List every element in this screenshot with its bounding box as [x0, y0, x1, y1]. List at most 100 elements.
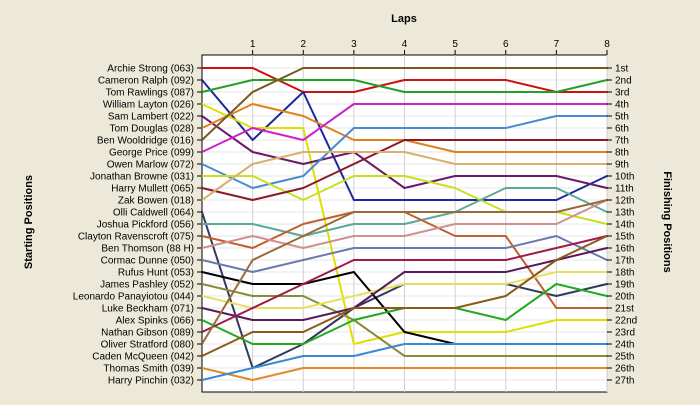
series-point [251, 223, 254, 225]
starting-position-label: George Price (099) [109, 148, 194, 159]
series-point [251, 103, 254, 105]
series-point [555, 211, 558, 213]
starting-position-label: Oliver Stratford (080) [101, 340, 194, 351]
series-point [555, 271, 558, 273]
finishing-position-label: 1st [615, 64, 629, 75]
starting-position-label: Cormac Dunne (050) [101, 256, 194, 267]
series-point [454, 211, 457, 213]
series-point [403, 331, 406, 333]
series-point [454, 151, 457, 153]
series-point [504, 331, 507, 333]
series-point [454, 163, 457, 165]
starting-position-label: Clayton Ravenscroft (075) [78, 232, 194, 243]
starting-position-label: William Layton (026) [103, 100, 194, 111]
series-point [504, 199, 507, 201]
series-point [352, 247, 355, 249]
series-point [555, 367, 558, 369]
series-point [555, 247, 558, 249]
starting-position-label: Tom Rawlings (087) [106, 88, 194, 99]
x-axis-ticks: 1 2 3 4 5 6 7 8 [250, 39, 610, 55]
series-point [454, 343, 457, 345]
series-point [454, 79, 457, 81]
finishing-position-label: 26th [615, 364, 634, 375]
finishing-position-label: 10th [615, 172, 634, 183]
series-point [504, 283, 507, 285]
series-point [504, 247, 507, 249]
series-point [504, 319, 507, 321]
series-point [454, 91, 457, 93]
series-point [555, 139, 558, 141]
series-point [454, 199, 457, 201]
series-point [504, 355, 507, 357]
finishing-position-label: 15th [615, 232, 634, 243]
series-point [302, 355, 305, 357]
series-point [454, 235, 457, 237]
x-tick-label: 1 [250, 39, 256, 50]
x-tick-label: 3 [351, 39, 357, 50]
series-point [504, 151, 507, 153]
series-point [504, 223, 507, 225]
series-point [403, 307, 406, 309]
series-point [302, 283, 305, 285]
series-point [352, 199, 355, 201]
series-point [454, 307, 457, 309]
finishing-position-label: 21st [615, 304, 634, 315]
series-point [555, 355, 558, 357]
finishing-position-label: 7th [615, 136, 629, 147]
finishing-position-label: 16th [615, 244, 634, 255]
starting-position-label: Rufus Hunt (053) [118, 268, 194, 279]
y-axis-left-title: Starting Positions [23, 175, 35, 269]
series-point [555, 151, 558, 153]
series-point [454, 67, 457, 69]
series-point [251, 163, 254, 165]
finishing-position-label: 23rd [615, 328, 635, 339]
starting-position-label: Harry Pinchin (032) [108, 376, 194, 387]
series-point [504, 271, 507, 273]
series-point [352, 319, 355, 321]
x-tick-label: 4 [402, 39, 408, 50]
series-point [504, 163, 507, 165]
series-point [251, 283, 254, 285]
series-point [454, 271, 457, 273]
series-point [504, 79, 507, 81]
series-point [555, 163, 558, 165]
series-point [302, 91, 305, 93]
finishing-position-label: 22nd [615, 316, 637, 327]
series-point [454, 187, 457, 189]
series-point [454, 247, 457, 249]
finishing-position-label: 2nd [615, 76, 632, 87]
finishing-position-label: 17th [615, 256, 634, 267]
series-point [302, 199, 305, 201]
series-point [352, 271, 355, 273]
x-tick-label: 7 [554, 39, 560, 50]
x-axis-title: Laps [391, 13, 417, 25]
series-point [251, 343, 254, 345]
series-point [403, 91, 406, 93]
series-point [403, 151, 406, 153]
series-point [302, 295, 305, 297]
series-point [403, 283, 406, 285]
series-point [504, 91, 507, 93]
series-point [251, 175, 254, 177]
series-point [504, 343, 507, 345]
series-point [251, 235, 254, 237]
series-point [403, 103, 406, 105]
series-point [403, 247, 406, 249]
series-point [251, 67, 254, 69]
series-point [403, 355, 406, 357]
series-point [454, 175, 457, 177]
series-point [504, 187, 507, 189]
series-point [555, 283, 558, 285]
finishing-position-label: 24th [615, 340, 634, 351]
series-point [403, 139, 406, 141]
series-point [403, 271, 406, 273]
x-tick-label: 2 [300, 39, 306, 50]
finishing-positions-labels: 1st2nd3rd4th5th6th7th8th9th10th11th12th1… [607, 64, 637, 387]
series-point [454, 355, 457, 357]
series-point [352, 103, 355, 105]
series-point [504, 103, 507, 105]
series-point [352, 343, 355, 345]
series-point [352, 235, 355, 237]
starting-position-label: Luke Beckham (071) [102, 304, 194, 315]
series-point [504, 259, 507, 261]
